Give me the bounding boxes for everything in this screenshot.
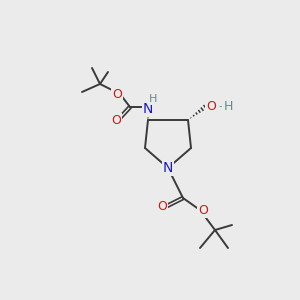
Text: H: H (223, 100, 233, 113)
Polygon shape (146, 107, 151, 120)
Text: N: N (143, 102, 153, 116)
Text: O: O (112, 88, 122, 100)
Text: O: O (111, 113, 121, 127)
Text: O: O (206, 100, 216, 113)
Text: O: O (198, 203, 208, 217)
Text: N: N (163, 161, 173, 175)
Text: O: O (157, 200, 167, 214)
Text: –: – (218, 101, 224, 111)
Text: H: H (149, 94, 157, 104)
